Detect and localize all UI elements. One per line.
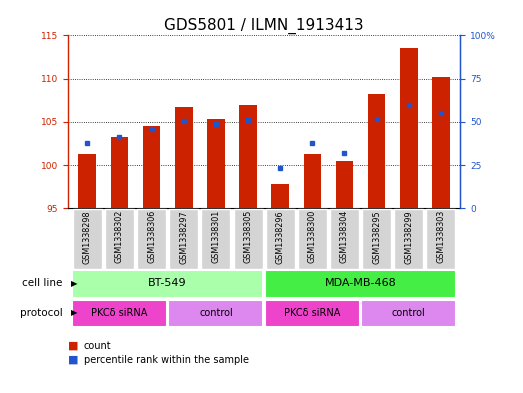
Text: protocol: protocol — [20, 308, 63, 318]
FancyBboxPatch shape — [168, 300, 264, 327]
FancyBboxPatch shape — [426, 209, 456, 268]
Text: GSM1338295: GSM1338295 — [372, 210, 381, 264]
Text: GSM1338303: GSM1338303 — [437, 210, 446, 263]
Text: count: count — [84, 341, 111, 351]
FancyBboxPatch shape — [330, 209, 359, 268]
Text: GSM1338305: GSM1338305 — [244, 210, 253, 263]
FancyBboxPatch shape — [298, 209, 327, 268]
Text: GSM1338304: GSM1338304 — [340, 210, 349, 263]
Text: GSM1338301: GSM1338301 — [211, 210, 220, 263]
Bar — [175, 107, 192, 208]
FancyBboxPatch shape — [105, 209, 134, 268]
FancyBboxPatch shape — [201, 209, 230, 268]
Text: GSM1338302: GSM1338302 — [115, 210, 124, 263]
Bar — [239, 105, 257, 208]
Bar — [303, 154, 321, 208]
Text: MDA-MB-468: MDA-MB-468 — [325, 278, 396, 288]
Text: GSM1338296: GSM1338296 — [276, 210, 285, 264]
FancyBboxPatch shape — [265, 270, 457, 298]
Bar — [400, 48, 418, 208]
FancyBboxPatch shape — [361, 300, 457, 327]
Text: GSM1338306: GSM1338306 — [147, 210, 156, 263]
Text: PKCδ siRNA: PKCδ siRNA — [91, 308, 147, 318]
Bar — [78, 154, 96, 208]
FancyBboxPatch shape — [234, 209, 263, 268]
FancyBboxPatch shape — [394, 209, 423, 268]
FancyBboxPatch shape — [266, 209, 294, 268]
FancyBboxPatch shape — [72, 300, 167, 327]
Text: BT-549: BT-549 — [149, 278, 187, 288]
Bar — [110, 138, 128, 208]
Bar — [336, 161, 354, 208]
Text: ■: ■ — [68, 354, 78, 365]
Text: PKCδ siRNA: PKCδ siRNA — [284, 308, 340, 318]
Bar — [207, 119, 225, 208]
Text: percentile rank within the sample: percentile rank within the sample — [84, 354, 248, 365]
Text: control: control — [392, 308, 426, 318]
Text: GSM1338299: GSM1338299 — [404, 210, 413, 264]
FancyBboxPatch shape — [362, 209, 391, 268]
Text: ▶: ▶ — [71, 279, 77, 288]
Text: control: control — [199, 308, 233, 318]
Text: GSM1338300: GSM1338300 — [308, 210, 317, 263]
FancyBboxPatch shape — [72, 270, 264, 298]
Text: ▶: ▶ — [71, 309, 77, 317]
FancyBboxPatch shape — [169, 209, 198, 268]
FancyBboxPatch shape — [73, 209, 102, 268]
Bar — [432, 77, 450, 208]
Bar — [143, 126, 161, 208]
Text: ■: ■ — [68, 341, 78, 351]
Text: GSM1338297: GSM1338297 — [179, 210, 188, 264]
FancyBboxPatch shape — [265, 300, 360, 327]
Bar — [271, 184, 289, 208]
FancyBboxPatch shape — [137, 209, 166, 268]
Bar — [368, 94, 385, 208]
Text: GSM1338298: GSM1338298 — [83, 210, 92, 264]
Text: cell line: cell line — [22, 278, 63, 288]
Title: GDS5801 / ILMN_1913413: GDS5801 / ILMN_1913413 — [164, 18, 364, 34]
